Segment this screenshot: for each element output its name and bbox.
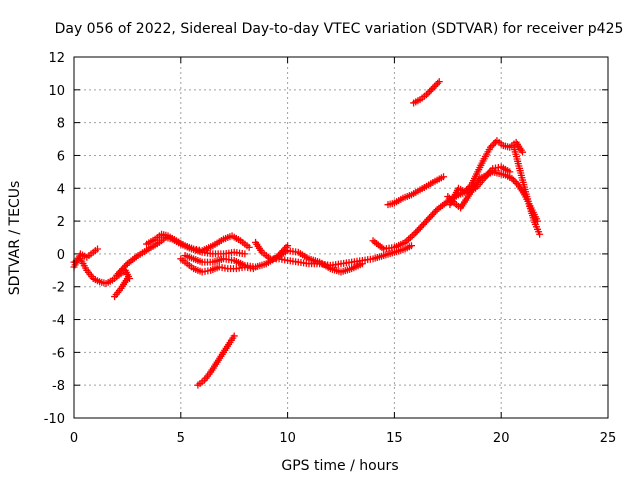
data-point-interp bbox=[488, 142, 496, 150]
data-point-interp bbox=[432, 81, 440, 89]
data-point-interp bbox=[449, 197, 457, 205]
data-point-interp bbox=[434, 79, 442, 87]
y-tick-label: 12 bbox=[48, 51, 65, 66]
y-tick-label: 8 bbox=[57, 117, 65, 132]
x-tick-label: 15 bbox=[386, 431, 403, 446]
data-point-interp bbox=[416, 224, 424, 232]
data-point-interp bbox=[116, 268, 124, 276]
ticks-layer: 0 5 10 15 20 25 -10 -8 -6 -4 -2 0 2 4 6 8 10 12 bbox=[44, 51, 617, 446]
data-point bbox=[93, 245, 101, 253]
chart-title: Day 056 of 2022, Sidereal Day-to-day VTE… bbox=[55, 21, 624, 37]
data-point-interp bbox=[418, 222, 426, 230]
data-point bbox=[429, 84, 437, 92]
data-point bbox=[422, 217, 430, 225]
y-tick-label: -4 bbox=[52, 314, 65, 329]
data-point-interp bbox=[429, 211, 437, 219]
x-tick-label: 25 bbox=[600, 431, 617, 446]
data-point bbox=[435, 78, 443, 86]
data-point-interp bbox=[114, 270, 122, 278]
x-tick-label: 5 bbox=[177, 431, 185, 446]
data-point bbox=[123, 275, 131, 283]
data-point bbox=[519, 148, 527, 156]
data-point-interp bbox=[415, 225, 423, 233]
data-point-interp bbox=[490, 140, 498, 148]
data-point-interp bbox=[419, 220, 427, 228]
y-tick-label: -6 bbox=[52, 346, 65, 361]
data-point-interp bbox=[119, 265, 127, 273]
y-tick-label: 2 bbox=[57, 215, 65, 230]
data-point-interp bbox=[430, 209, 438, 217]
data-point-interp bbox=[424, 215, 432, 223]
data-point-interp bbox=[430, 83, 438, 91]
x-axis-title: GPS time / hours bbox=[281, 458, 398, 474]
data-point bbox=[230, 332, 238, 340]
data-point bbox=[241, 250, 249, 258]
data-point-interp bbox=[425, 214, 433, 222]
data-point-interp bbox=[421, 219, 429, 227]
data-point-interp bbox=[432, 207, 440, 215]
x-tick-label: 0 bbox=[70, 431, 78, 446]
data-point-interp bbox=[445, 194, 453, 202]
data-point-interp bbox=[426, 87, 434, 95]
y-tick-label: 10 bbox=[48, 84, 65, 99]
y-axis-title: SDTVAR / TECUs bbox=[7, 181, 23, 296]
y-tick-label: -10 bbox=[44, 412, 65, 427]
data-point bbox=[407, 242, 415, 250]
data-point bbox=[113, 271, 121, 279]
data-point-interp bbox=[120, 263, 128, 271]
data-point bbox=[422, 91, 430, 99]
data-point-interp bbox=[408, 232, 416, 240]
y-tick-label: 6 bbox=[57, 149, 65, 164]
x-tick-label: 20 bbox=[493, 431, 510, 446]
data-point-interp bbox=[405, 235, 413, 243]
data-point-interp bbox=[447, 196, 455, 204]
data-point-interp bbox=[410, 230, 418, 238]
x-tick-label: 10 bbox=[279, 431, 296, 446]
y-tick-label: -2 bbox=[52, 281, 65, 296]
data-point bbox=[358, 260, 366, 268]
data-point-interp bbox=[122, 261, 130, 269]
data-point-interp bbox=[427, 212, 435, 220]
data-point-interp bbox=[424, 89, 432, 97]
data-point bbox=[444, 192, 452, 200]
data-point bbox=[440, 173, 448, 181]
data-point-interp bbox=[117, 266, 125, 274]
data-point bbox=[487, 143, 495, 151]
data-point bbox=[412, 229, 420, 237]
data-point-interp bbox=[511, 178, 519, 186]
y-tick-label: 4 bbox=[57, 182, 65, 197]
plot-frame bbox=[73, 56, 609, 419]
data-point-interp bbox=[406, 234, 414, 241]
data-point-interp bbox=[509, 176, 517, 184]
data-point bbox=[461, 188, 469, 196]
data-point-interp bbox=[427, 86, 435, 94]
y-tick-label: 0 bbox=[57, 248, 65, 263]
data-point bbox=[508, 174, 516, 182]
points-layer bbox=[70, 78, 544, 389]
data-point-interp bbox=[513, 179, 521, 187]
data-point bbox=[245, 243, 253, 251]
data-point bbox=[536, 230, 544, 238]
y-tick-label: -8 bbox=[52, 379, 65, 394]
data-point-interp bbox=[413, 227, 421, 235]
